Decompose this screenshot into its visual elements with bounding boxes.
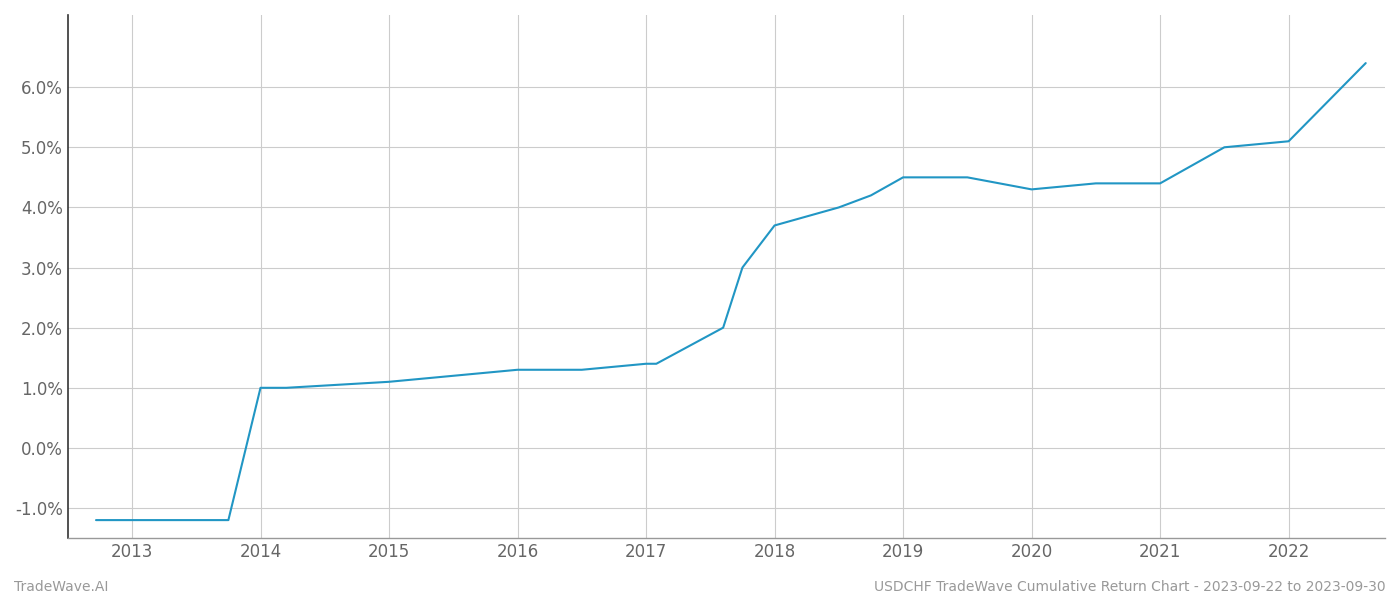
Text: TradeWave.AI: TradeWave.AI bbox=[14, 580, 108, 594]
Text: USDCHF TradeWave Cumulative Return Chart - 2023-09-22 to 2023-09-30: USDCHF TradeWave Cumulative Return Chart… bbox=[875, 580, 1386, 594]
